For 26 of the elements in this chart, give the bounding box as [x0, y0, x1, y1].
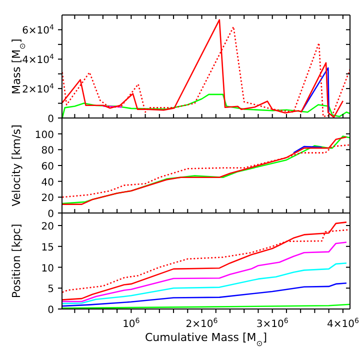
y-tick-label: 80	[41, 146, 54, 157]
y-tick-label: 100	[34, 130, 54, 141]
y-tick-label: 20	[41, 222, 54, 233]
y-tick-label: 20	[41, 193, 54, 204]
y-tick-label: 60	[41, 162, 54, 172]
y-tick-label: 0	[48, 209, 54, 220]
y-tick-label: 4×10$^{4}$	[22, 53, 55, 66]
x-axis-title: Cumulative Mass [M$_{⊙}$]	[144, 331, 268, 348]
line-series	[62, 242, 348, 302]
y-tick-label: 15	[41, 242, 54, 254]
y-tick-label: 2×10$^{4}$	[22, 82, 55, 96]
line-series	[62, 262, 348, 304]
y-tick-label: 10	[41, 263, 54, 274]
line-series	[62, 222, 348, 300]
x-tick-label: 2×10$^{6}$	[186, 317, 218, 330]
y-tick-label: 40	[41, 177, 54, 188]
y-tick-label: 0	[48, 114, 54, 125]
y-tick-label: 0	[48, 305, 54, 316]
y-tick-label: 5	[48, 284, 54, 296]
line-series	[62, 282, 348, 307]
x-tick-label: 10$^{6}$	[122, 317, 140, 330]
y-axis-title: Position [kpc]	[10, 224, 23, 298]
y-tick-label: 6×10$^{4}$	[22, 24, 55, 37]
x-tick-label: 4×10$^{6}$	[326, 317, 359, 330]
y-axis-title: Velocity [km/s]	[10, 124, 23, 206]
x-tick-label: 3×10$^{6}$	[256, 317, 289, 330]
